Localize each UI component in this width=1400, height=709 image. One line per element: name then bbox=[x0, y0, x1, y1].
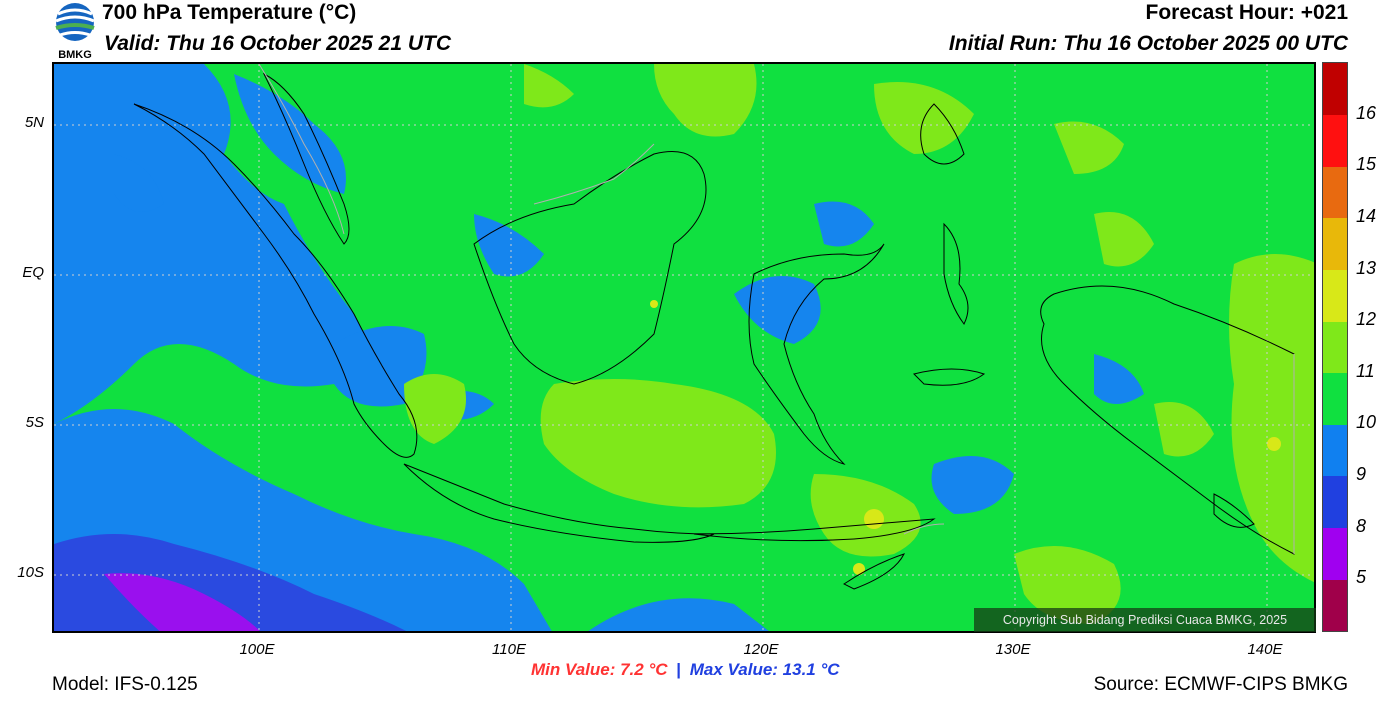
colorbar-segment bbox=[1323, 269, 1347, 322]
coastlines bbox=[133, 72, 1295, 590]
lon-tick-120e: 120E bbox=[743, 641, 779, 658]
lon-tick-100e: 100E bbox=[239, 641, 275, 658]
colorbar-segment bbox=[1323, 476, 1347, 529]
colorbar-segment bbox=[1323, 217, 1347, 270]
colorbar-label: 5 bbox=[1356, 567, 1367, 588]
lat-tick-eq: EQ bbox=[22, 264, 44, 281]
min-value: Min Value: 7.2 °C bbox=[531, 660, 668, 679]
field-7C bbox=[104, 573, 260, 631]
map-canvas bbox=[54, 64, 1314, 631]
colorbar-segment bbox=[1323, 527, 1347, 580]
colorbar-label: 13 bbox=[1356, 257, 1377, 278]
colorbar-label: 14 bbox=[1356, 205, 1377, 226]
colorbar-segment bbox=[1323, 579, 1347, 632]
map-title: 700 hPa Temperature (°C) bbox=[102, 1, 357, 24]
initial-run: Initial Run: Thu 16 October 2025 00 UTC bbox=[948, 32, 1348, 55]
lat-tick-5n: 5N bbox=[24, 114, 44, 131]
lon-tick-110e: 110E bbox=[492, 641, 526, 658]
lat-tick-10s: 10S bbox=[17, 564, 44, 581]
min-max-values: Min Value: 7.2 °C | Max Value: 13.1 °C bbox=[531, 660, 840, 680]
lon-tick-130e: 130E bbox=[995, 641, 1031, 658]
svg-text:BMKG: BMKG bbox=[58, 49, 92, 60]
borders bbox=[258, 64, 1295, 554]
bmkg-logo: BMKG bbox=[50, 2, 100, 61]
colorbar-label: 10 bbox=[1356, 412, 1377, 433]
colorbar-segment bbox=[1323, 114, 1347, 167]
model-label: Model: IFS-0.125 bbox=[52, 674, 198, 695]
colorbar-label: 16 bbox=[1356, 102, 1377, 123]
colorbar bbox=[1322, 62, 1348, 632]
field-9-10C bbox=[54, 64, 1144, 631]
colorbar-label: 9 bbox=[1356, 464, 1367, 485]
colorbar-segment bbox=[1323, 424, 1347, 477]
colorbar-segment bbox=[1323, 166, 1347, 219]
valid-time: Valid: Thu 16 October 2025 21 UTC bbox=[104, 32, 451, 55]
colorbar-label: 15 bbox=[1356, 154, 1377, 175]
colorbar-label: 8 bbox=[1356, 515, 1367, 536]
temperature-map bbox=[52, 62, 1316, 633]
colorbar-label: 11 bbox=[1356, 360, 1375, 381]
colorbar-segment bbox=[1323, 63, 1347, 115]
colorbar-segment bbox=[1323, 321, 1347, 374]
lat-tick-5s: 5S bbox=[25, 414, 44, 431]
colorbar-label: 12 bbox=[1356, 309, 1377, 330]
field-12C bbox=[404, 64, 1314, 624]
max-value: Max Value: 13.1 °C bbox=[689, 660, 840, 679]
lon-tick-140e: 140E bbox=[1247, 641, 1283, 658]
source-label: Source: ECMWF-CIPS BMKG bbox=[1093, 674, 1348, 695]
separator: | bbox=[676, 660, 682, 679]
forecast-hour: Forecast Hour: +021 bbox=[1145, 1, 1349, 24]
colorbar-segment bbox=[1323, 372, 1347, 425]
copyright-notice: Copyright Sub Bidang Prediksi Cuaca BMKG… bbox=[974, 608, 1316, 632]
